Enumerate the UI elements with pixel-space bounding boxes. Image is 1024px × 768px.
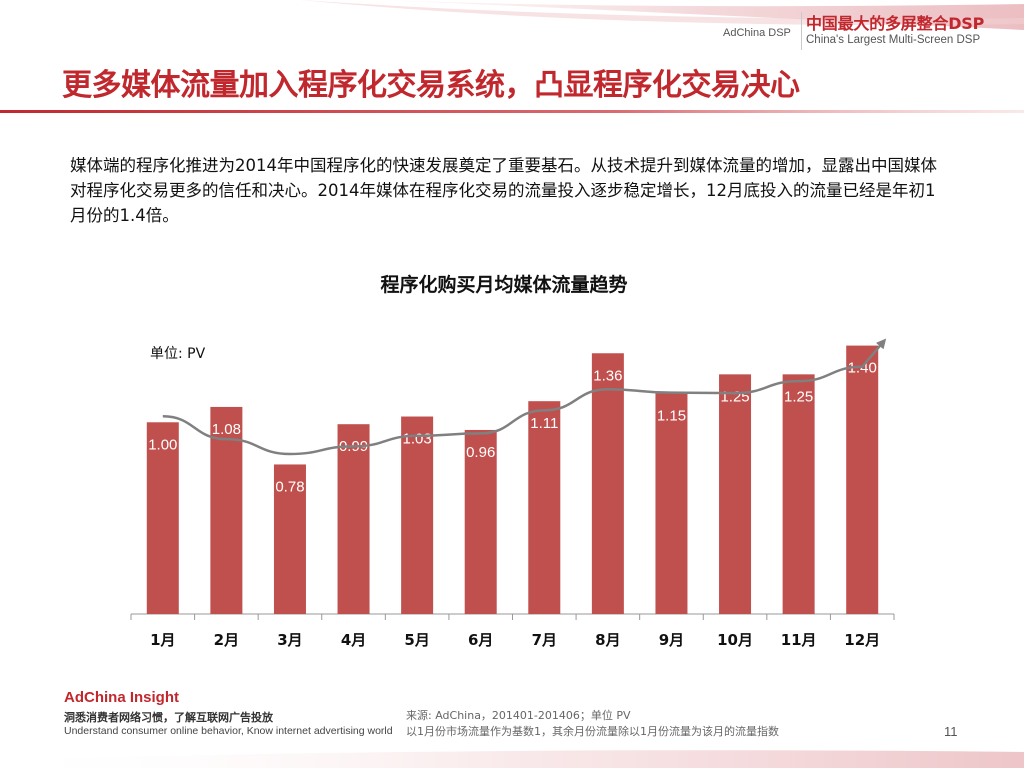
bar-12 xyxy=(846,345,879,614)
value-label-3: 0.78 xyxy=(275,478,304,495)
bar-4 xyxy=(337,424,370,614)
footer-tagline-en: Understand consumer online behavior, Kno… xyxy=(64,725,393,737)
x-label-11: 11月 xyxy=(781,631,817,649)
value-label-9: 1.15 xyxy=(657,408,686,425)
bars-group xyxy=(146,345,879,614)
bar-9 xyxy=(655,393,688,614)
page-title: 更多媒体流量加入程序化交易系统，凸显程序化交易决心 xyxy=(62,68,800,103)
bar-7 xyxy=(528,401,561,614)
x-label-7: 7月 xyxy=(532,631,557,649)
trend-line xyxy=(162,338,887,456)
value-label-2: 1.08 xyxy=(212,421,241,438)
x-label-4: 4月 xyxy=(341,631,366,649)
brand-en: China's Largest Multi-Screen DSP xyxy=(806,34,981,46)
bar-6 xyxy=(464,429,497,614)
value-label-11: 1.25 xyxy=(784,388,813,405)
x-label-10: 10月 xyxy=(717,631,753,649)
footer-tagline-cn: 洞悉消费者网络习惯，了解互联网广告投放 xyxy=(64,711,273,724)
x-label-12: 12月 xyxy=(844,631,880,649)
bar-1 xyxy=(146,422,179,614)
bar-10 xyxy=(719,374,752,614)
bar-11 xyxy=(782,374,815,614)
brand-divider xyxy=(801,12,802,50)
value-label-1: 1.00 xyxy=(148,436,177,453)
intro-paragraph: 媒体端的程序化推进为2014年中国程序化的快速发展奠定了重要基石。从技术提升到媒… xyxy=(70,156,937,225)
x-label-1: 1月 xyxy=(150,631,175,649)
footer-brand: AdChina Insight xyxy=(64,689,179,706)
header-swoosh-decoration xyxy=(300,0,1024,30)
header-band: AdChina DSP 中国最大的多屏整合DSP China's Largest… xyxy=(0,0,1024,60)
x-tick-labels: 1月 2月 3月 4月 5月 6月 7月 8月 9月 10月 11月 12月 xyxy=(150,631,880,649)
bar-2 xyxy=(210,406,243,614)
bottom-decoration xyxy=(0,750,1024,768)
brand-small: AdChina DSP xyxy=(723,27,791,39)
chart-title: 程序化购买月均媒体流量趋势 xyxy=(380,274,628,296)
x-label-8: 8月 xyxy=(595,631,620,649)
bar-8 xyxy=(591,353,624,614)
source-line-2: 以1月份市场流量作为基数1，其余月份流量除以1月份流量为该月的流量指数 xyxy=(406,725,779,738)
source-line-1: 来源: AdChina，201401-201406；单位 PV xyxy=(406,709,631,722)
page-number: 11 xyxy=(944,724,958,739)
brand-cn: 中国最大的多屏整合DSP xyxy=(806,14,985,33)
x-label-3: 3月 xyxy=(277,631,302,649)
x-tick-marks xyxy=(130,614,895,620)
title-rule xyxy=(0,110,1024,113)
x-label-6: 6月 xyxy=(468,631,493,649)
unit-label: 单位: PV xyxy=(150,346,206,362)
value-label-6: 0.96 xyxy=(466,444,495,461)
value-labels: 1.001.080.780.99 1.030.961.111.361.151.25… xyxy=(148,360,877,496)
value-label-10: 1.25 xyxy=(720,388,749,405)
trend-line-group xyxy=(162,338,887,456)
value-label-5: 1.03 xyxy=(403,431,432,448)
value-label-12: 1.40 xyxy=(848,360,877,377)
x-label-5: 5月 xyxy=(404,631,429,649)
bar-3 xyxy=(273,464,306,614)
value-label-8: 1.36 xyxy=(593,367,622,384)
value-label-7: 1.11 xyxy=(530,415,558,432)
bar-5 xyxy=(401,416,434,614)
x-label-2: 2月 xyxy=(214,631,239,649)
x-label-9: 9月 xyxy=(659,631,684,649)
